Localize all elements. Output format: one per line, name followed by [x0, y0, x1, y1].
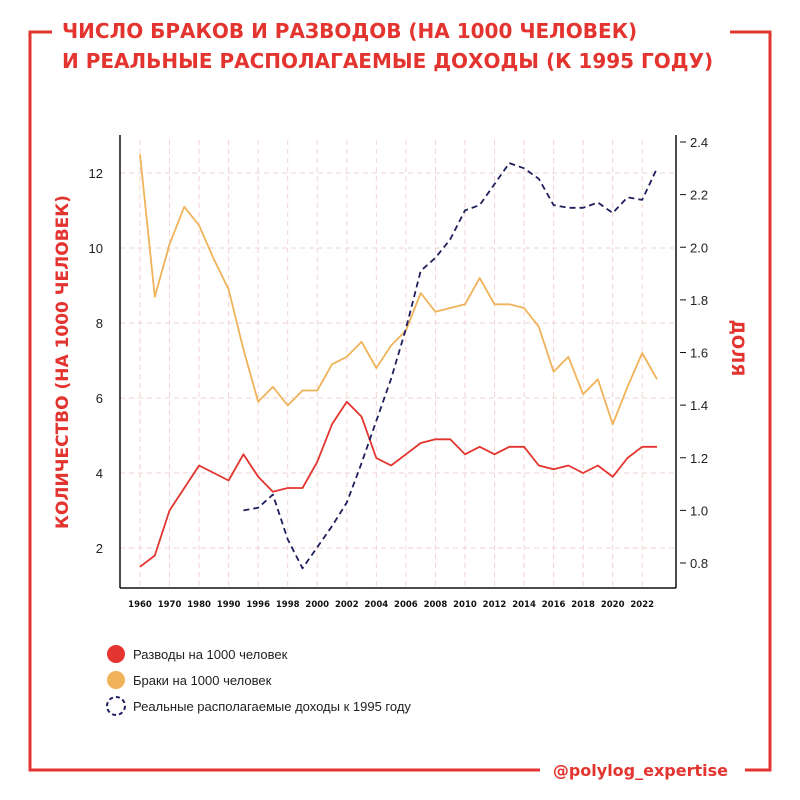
x-tick-2014: 2014	[512, 600, 536, 610]
left-tick-6: 6	[96, 391, 103, 406]
x-tick-2000: 2000	[305, 600, 329, 610]
series-lines	[139, 154, 658, 570]
x-tick-2022: 2022	[630, 600, 654, 610]
right-tick-2.0: 2.0	[690, 240, 708, 255]
x-tick-1996: 1996	[246, 600, 270, 610]
x-tick-2004: 2004	[365, 600, 389, 610]
left-axis-label: КОЛИЧЕСТВО (НА 1000 ЧЕЛОВЕК)	[53, 195, 73, 529]
legend-label-income: Реальные располагаемые доходы к 1995 год…	[133, 699, 411, 714]
title-line-2: И РЕАЛЬНЫЕ РАСПОЛАГАЕМЫЕ ДОХОДЫ (К 1995 …	[62, 49, 713, 73]
right-axis-label: ДОЛЯ	[727, 320, 747, 377]
right-tick-2.2: 2.2	[690, 188, 708, 203]
x-tick-1970: 1970	[158, 600, 182, 610]
left-y-ticks: 2 4 6 8 10 12	[89, 166, 103, 556]
right-tick-1.2: 1.2	[690, 451, 708, 466]
legend: Разводы на 1000 человек Браки на 1000 че…	[106, 645, 411, 716]
title-line-1: ЧИСЛО БРАКОВ И РАЗВОДОВ (НА 1000 ЧЕЛОВЕК…	[62, 19, 637, 43]
x-tick-2012: 2012	[483, 600, 507, 610]
x-tick-2020: 2020	[601, 600, 625, 610]
right-tick-1.0: 1.0	[690, 503, 708, 518]
grid	[120, 140, 676, 588]
x-tick-2016: 2016	[542, 600, 566, 610]
frame-left	[28, 30, 540, 772]
right-tick-1.6: 1.6	[690, 346, 708, 361]
x-tick-2002: 2002	[335, 600, 359, 610]
series-line-marriages	[139, 154, 658, 426]
x-ticks: 1960 1970 1980 1990 1996 1998 2000 2002 2004 2006…	[128, 600, 654, 610]
legend-marker-divorces	[107, 645, 125, 663]
axes	[119, 135, 677, 589]
series-line-divorces	[139, 400, 657, 568]
right-tick-1.4: 1.4	[690, 398, 708, 413]
right-tick-2.4: 2.4	[690, 135, 708, 150]
brand-handle: @polylog_expertise	[553, 761, 728, 780]
x-tick-2006: 2006	[394, 600, 418, 610]
x-tick-1960: 1960	[128, 600, 152, 610]
x-tick-1990: 1990	[217, 600, 241, 610]
x-tick-2018: 2018	[571, 600, 595, 610]
left-tick-2: 2	[96, 541, 103, 556]
left-tick-4: 4	[96, 466, 103, 481]
left-tick-10: 10	[89, 241, 103, 256]
right-y-ticks: 0.8 1.0 1.2 1.4 1.6 1.8 2.0 2.2 2.4	[680, 135, 708, 571]
right-tick-1.8: 1.8	[690, 293, 708, 308]
legend-marker-marriages	[107, 671, 125, 689]
series-line-income	[243, 162, 658, 570]
left-tick-12: 12	[89, 166, 103, 181]
legend-marker-income	[106, 696, 126, 716]
frame-right	[730, 30, 772, 772]
x-tick-1980: 1980	[187, 600, 211, 610]
legend-label-marriages: Браки на 1000 человек	[133, 673, 272, 688]
x-tick-1998: 1998	[276, 600, 300, 610]
x-tick-2008: 2008	[424, 600, 448, 610]
x-tick-2010: 2010	[453, 600, 477, 610]
left-tick-8: 8	[96, 316, 103, 331]
right-tick-0.8: 0.8	[690, 556, 708, 571]
legend-label-divorces: Разводы на 1000 человек	[133, 647, 288, 662]
